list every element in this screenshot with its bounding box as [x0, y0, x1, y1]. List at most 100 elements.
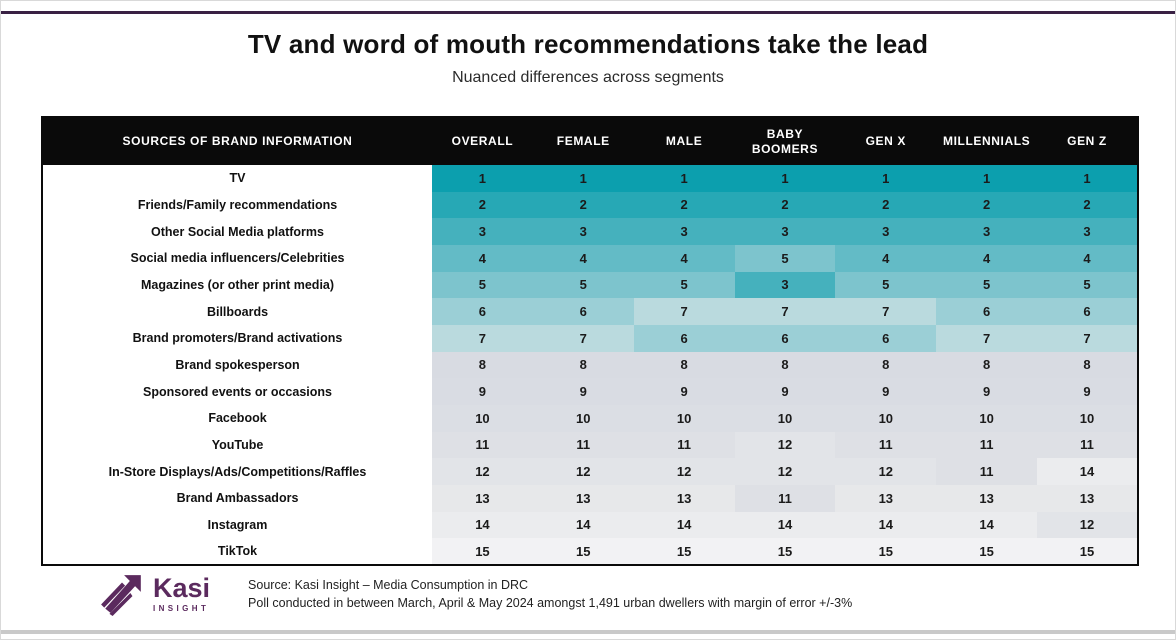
- table-row-facebook: Facebook 10 10 10 10 10 10 10: [42, 404, 1138, 432]
- rank-cell: 4: [532, 244, 634, 272]
- page-subtitle: Nuanced differences across segments: [452, 69, 724, 86]
- rank-cell: 7: [835, 298, 937, 325]
- rank-cell: 14: [936, 511, 1038, 539]
- rank-cell: 13: [633, 484, 735, 512]
- rank-cell: 15: [432, 538, 533, 565]
- rank-cell: 7: [432, 324, 533, 352]
- rank-cell: 6: [532, 298, 634, 325]
- row-label: In-Store Displays/Ads/Competitions/Raffl…: [42, 458, 432, 485]
- column-header-female: FEMALE: [532, 117, 634, 165]
- rank-cell: 1: [432, 165, 533, 192]
- bottom-divider-bar: [1, 630, 1175, 634]
- rank-cell: 8: [936, 351, 1038, 379]
- rank-cell: 15: [734, 538, 836, 565]
- rank-cell: 5: [936, 271, 1038, 299]
- rank-cell: 12: [734, 431, 836, 459]
- rank-cell: 8: [532, 351, 634, 379]
- footer: Kasi INSIGHT Source: Kasi Insight – Medi…: [99, 571, 852, 617]
- column-header-gen-z: GEN Z: [1037, 117, 1138, 165]
- row-label: Brand Ambassadors: [42, 484, 432, 512]
- rank-cell: 10: [734, 404, 836, 432]
- rank-cell: 11: [936, 458, 1038, 485]
- table-header: SOURCES OF BRAND INFORMATION OVERALL FEMAL…: [42, 117, 1138, 165]
- rank-cell: 12: [432, 458, 533, 485]
- rank-cell: 1: [936, 165, 1038, 192]
- rank-cell: 9: [734, 378, 836, 405]
- row-label: Magazines (or other print media): [42, 271, 432, 299]
- source-line-2: Poll conducted in between March, April &…: [248, 595, 853, 610]
- table-row-in-store-displays-ads-competitions-raffles: In-Store Displays/Ads/Competitions/Raffl…: [42, 458, 1138, 485]
- rank-cell: 7: [633, 298, 735, 325]
- rank-cell: 9: [1037, 378, 1138, 405]
- rank-cell: 11: [936, 431, 1038, 459]
- rank-cell: 2: [936, 191, 1038, 219]
- rank-cell: 11: [1037, 431, 1138, 459]
- rank-cell: 3: [432, 218, 533, 245]
- table-row-sponsored-events-or-occasions: Sponsored events or occasions 9 9 9 9 9 9 9: [42, 378, 1138, 405]
- rank-cell: 6: [835, 324, 937, 352]
- header-row: SOURCES OF BRAND INFORMATION OVERALL FEMAL…: [42, 117, 1138, 165]
- rank-cell: 3: [835, 218, 937, 245]
- logo-text-block: Kasi INSIGHT: [153, 573, 211, 614]
- rank-cell: 3: [936, 218, 1038, 245]
- table-row-friends-family-recommendations: Friends/Family recommendations 2 2 2 2 2 2 2: [42, 191, 1138, 219]
- row-label: YouTube: [42, 431, 432, 459]
- column-header-male: MALE: [633, 117, 735, 165]
- rank-cell: 6: [936, 298, 1038, 325]
- table-row-brand-promoters-brand-activations: Brand promoters/Brand activations 7 7 6 6 6 7 7: [42, 324, 1138, 352]
- rank-cell: 8: [432, 351, 533, 379]
- rank-cell: 10: [432, 404, 533, 432]
- rank-cell: 5: [835, 271, 937, 299]
- kasi-insight-logo: Kasi INSIGHT: [99, 571, 210, 617]
- rank-cell: 15: [835, 538, 937, 565]
- table-row-instagram: Instagram 14 14 14 14 14 14 12: [42, 511, 1138, 539]
- rank-cell: 3: [734, 218, 836, 245]
- row-label: Sponsored events or occasions: [42, 378, 432, 405]
- rank-cell: 10: [1037, 404, 1138, 432]
- column-header-baby-boomers: BABY BOOMERS: [734, 117, 836, 165]
- rank-cell: 9: [936, 378, 1038, 405]
- rank-cell: 4: [1037, 244, 1138, 272]
- row-label: TikTok: [42, 538, 432, 565]
- rank-cell: 1: [532, 165, 634, 192]
- rank-cell: 14: [1037, 458, 1138, 485]
- rank-cell: 2: [1037, 191, 1138, 219]
- rank-cell: 2: [835, 191, 937, 219]
- rank-cell: 14: [633, 511, 735, 539]
- logo-name: Kasi: [153, 573, 211, 603]
- rank-cell: 9: [432, 378, 533, 405]
- rank-cell: 11: [432, 431, 533, 459]
- rank-cell: 6: [734, 324, 836, 352]
- rank-cell: 4: [432, 244, 533, 272]
- rank-cell: 3: [532, 218, 634, 245]
- rank-cell: 1: [633, 165, 735, 192]
- rank-cell: 11: [734, 484, 836, 512]
- rank-cell: 3: [734, 271, 836, 299]
- rank-cell: 2: [734, 191, 836, 219]
- rank-cell: 15: [532, 538, 634, 565]
- rank-cell: 6: [1037, 298, 1138, 325]
- rank-cell: 15: [936, 538, 1038, 565]
- rank-cell: 5: [633, 271, 735, 299]
- rank-cell: 13: [432, 484, 533, 512]
- row-label: TV: [42, 165, 432, 192]
- rank-cell: 5: [432, 271, 533, 299]
- table-row-magazines-or-other-print-media: Magazines (or other print media) 5 5 5 3 5 5 5: [42, 271, 1138, 299]
- page-title: TV and word of mouth recommendations tak…: [247, 29, 929, 59]
- rank-cell: 13: [1037, 484, 1138, 512]
- table-row-social-media-influencers-celebrities: Social media influencers/Celebrities 4 4 4 5…: [42, 244, 1138, 272]
- rank-cell: 8: [633, 351, 735, 379]
- rank-cell: 12: [1037, 511, 1138, 539]
- rank-cell: 1: [835, 165, 937, 192]
- rank-cell: 6: [633, 324, 735, 352]
- rank-cell: 9: [633, 378, 735, 405]
- rank-cell: 14: [835, 511, 937, 539]
- rank-cell: 11: [835, 431, 937, 459]
- rank-cell: 3: [1037, 218, 1138, 245]
- rank-cell: 4: [936, 244, 1038, 272]
- rank-cell: 9: [835, 378, 937, 405]
- table-row-other-social-media-platforms: Other Social Media platforms 3 3 3 3 3 3 3: [42, 218, 1138, 245]
- brand-information-ranking-table: SOURCES OF BRAND INFORMATION OVERALL FEMAL…: [41, 116, 1139, 566]
- rank-cell: 7: [734, 298, 836, 325]
- row-label: Other Social Media platforms: [42, 218, 432, 245]
